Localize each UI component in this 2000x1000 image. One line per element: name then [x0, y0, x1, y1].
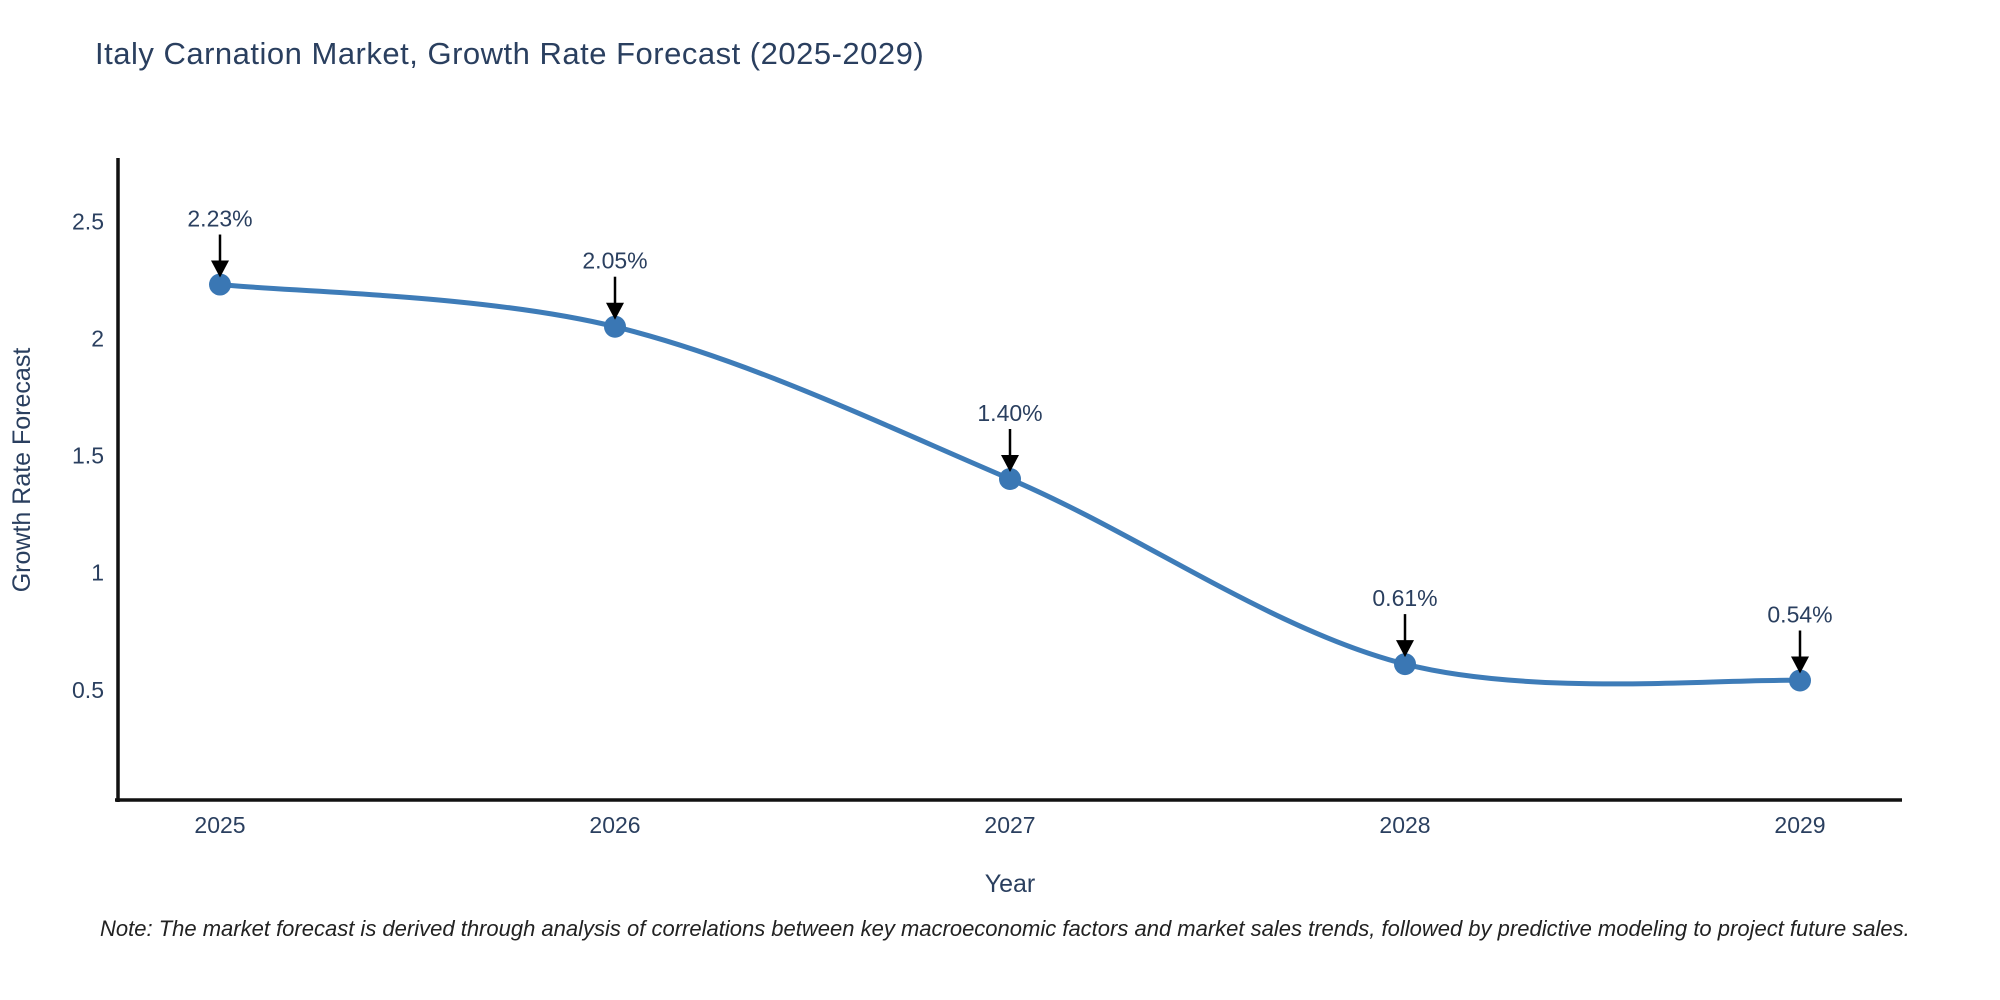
y-tick-label: 1 — [91, 560, 104, 586]
y-tick-label: 2 — [91, 325, 104, 351]
point-value-label: 2.23% — [187, 206, 252, 232]
data-point[interactable] — [604, 315, 626, 338]
point-value-label: 0.54% — [1767, 602, 1832, 628]
y-tick-label: 2.5 — [72, 208, 104, 234]
data-point[interactable] — [999, 468, 1021, 490]
data-point[interactable] — [1789, 669, 1811, 692]
annotation-arrow-head — [211, 260, 229, 278]
chart-title: Italy Carnation Market, Growth Rate Fore… — [95, 36, 925, 71]
point-value-label: 2.05% — [582, 248, 647, 274]
data-point[interactable] — [1394, 653, 1416, 676]
x-axis-title: Year — [985, 870, 1036, 898]
x-tick-label: 2028 — [1379, 812, 1430, 838]
y-tick-label: 0.5 — [72, 677, 104, 703]
x-tick-label: 2029 — [1774, 812, 1825, 838]
y-axis-title: Growth Rate Forecast — [8, 348, 36, 593]
annotation-arrow-head — [1791, 656, 1809, 674]
chart-footnote: Note: The market forecast is derived thr… — [100, 916, 1910, 941]
x-tick-label: 2027 — [984, 812, 1035, 838]
point-value-label: 0.61% — [1372, 585, 1437, 611]
data-point[interactable] — [209, 273, 231, 296]
annotation-arrow-head — [606, 302, 624, 320]
annotation-arrow-head — [1396, 640, 1414, 658]
point-value-label: 1.40% — [977, 400, 1042, 426]
x-tick-label: 2026 — [589, 812, 640, 838]
annotation-arrow-head — [1001, 455, 1019, 472]
y-tick-label: 1.5 — [72, 443, 104, 469]
x-tick-label: 2025 — [194, 812, 245, 838]
